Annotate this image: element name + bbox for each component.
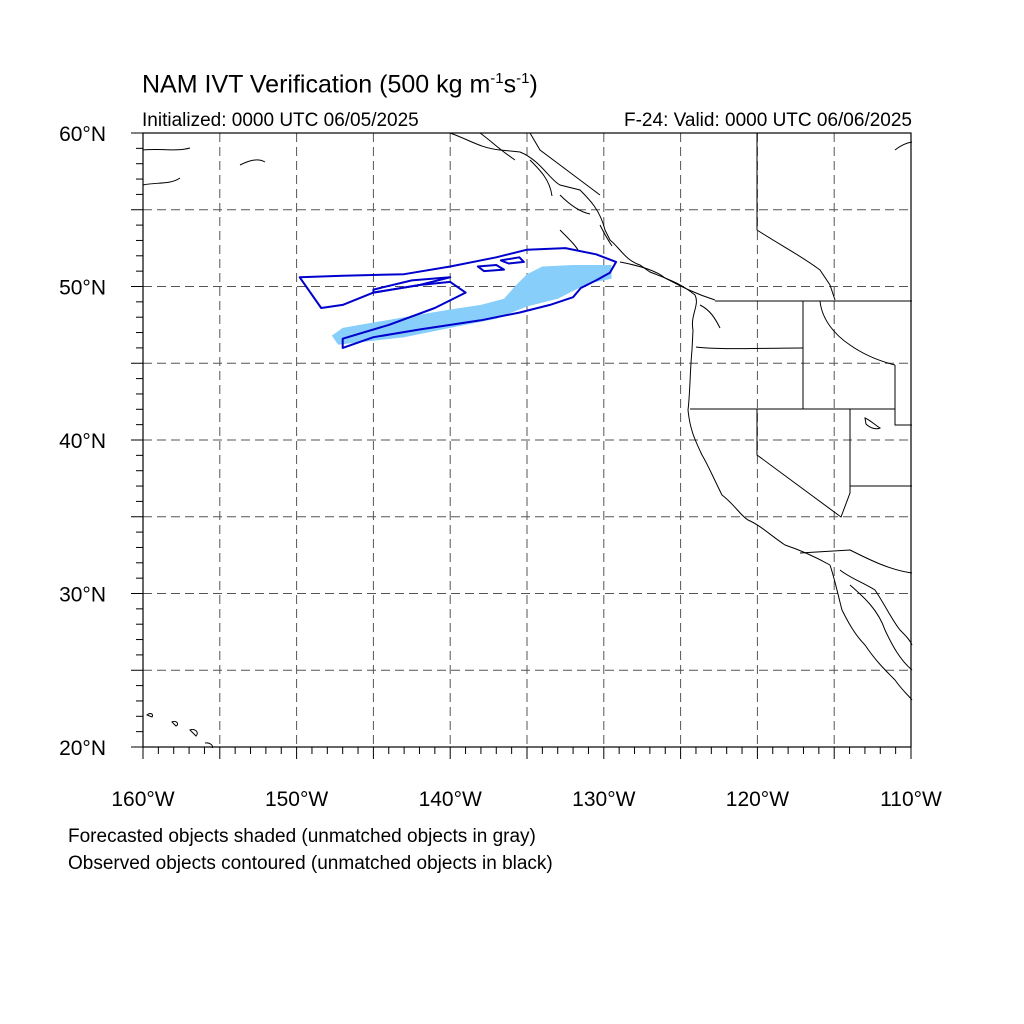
us-west-coastline bbox=[687, 349, 831, 566]
initialized-time: Initialized: 0000 UTC 06/05/2025 bbox=[142, 110, 419, 131]
nevada-border bbox=[756, 409, 851, 518]
forecast-footnote: Forecasted objects shaded (unmatched obj… bbox=[68, 826, 536, 847]
coastline-layer bbox=[142, 132, 913, 749]
observed-footnote: Observed objects contoured (unmatched ob… bbox=[68, 853, 553, 874]
lat-label: 20°N bbox=[59, 737, 106, 760]
observed-ivt-contour bbox=[298, 247, 618, 349]
axis-ticks bbox=[131, 132, 912, 759]
alaska-canada-border bbox=[529, 132, 601, 196]
lon-label: 110°W bbox=[880, 788, 942, 811]
map-title: NAM IVT Verification (500 kg m-1s-1) bbox=[142, 70, 538, 99]
arctic-coast bbox=[894, 141, 913, 151]
observed-ivt-hole-contour bbox=[499, 256, 525, 265]
idaho-montana-border bbox=[819, 300, 896, 366]
ivt-objects bbox=[298, 247, 618, 349]
baja-coastline bbox=[829, 564, 913, 701]
hawaii-islands bbox=[146, 713, 213, 749]
forecast-ivt-object bbox=[331, 265, 612, 345]
lat-label: 50°N bbox=[59, 277, 106, 300]
aleutian-coast bbox=[142, 147, 266, 186]
lon-label: 140°W bbox=[419, 788, 482, 811]
bc-islands bbox=[559, 229, 721, 329]
washington-oregon-border bbox=[695, 346, 804, 350]
lat-label: 40°N bbox=[59, 430, 106, 453]
lon-label: 160°W bbox=[111, 788, 174, 811]
lon-label: 130°W bbox=[572, 788, 635, 811]
lon-label: 150°W bbox=[265, 788, 328, 811]
great-salt-lake bbox=[864, 417, 882, 430]
valid-time: F-24: Valid: 0000 UTC 06/06/2025 bbox=[624, 110, 912, 131]
lon-label: 120°W bbox=[726, 788, 789, 811]
latitude-labels: 20°N 30°N 40°N 50°N 60°N bbox=[59, 123, 106, 760]
observed-ivt-hole-contour bbox=[476, 264, 505, 273]
alberta-bc-border bbox=[756, 133, 836, 301]
utah-border bbox=[894, 365, 912, 426]
alaska-fjords bbox=[479, 132, 613, 247]
lat-label: 30°N bbox=[59, 584, 106, 607]
baja-inner-coast bbox=[839, 569, 913, 646]
alaska-coastline bbox=[449, 132, 697, 351]
longitude-labels: 160°W 150°W 140°W 130°W 120°W 110°W bbox=[111, 788, 942, 811]
observed-ivt-hole-contour bbox=[372, 276, 452, 294]
lat-label: 60°N bbox=[59, 123, 106, 146]
graticule bbox=[143, 133, 911, 747]
mainland-mexico-coast bbox=[849, 584, 913, 671]
us-mexico-border bbox=[799, 549, 913, 574]
